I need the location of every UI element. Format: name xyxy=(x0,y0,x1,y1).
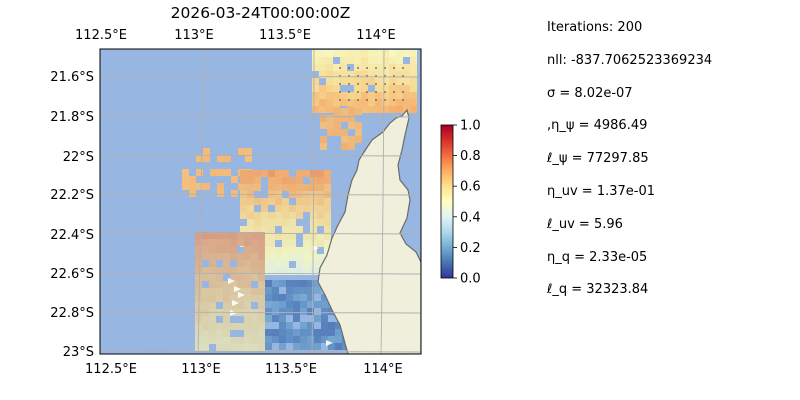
lat-tick-label: 22.8°S xyxy=(50,306,94,321)
lat-tick-label: 23°S xyxy=(63,345,94,360)
lat-tick-label: 22.4°S xyxy=(50,228,94,243)
stat-line: σ = 8.02e-07 xyxy=(547,85,633,101)
colorbar-tick-label: 0.8 xyxy=(460,149,481,164)
stat-line: ,η_ψ = 4986.49 xyxy=(547,118,648,134)
stat-line: η_uv = 1.37e-01 xyxy=(547,183,656,199)
stat-line: nll: -837.7062523369234 xyxy=(547,52,713,68)
stat-line: ℓ_ψ = 77297.85 xyxy=(547,151,649,167)
gridlines xyxy=(100,49,421,354)
lon-tick-label-top: 113°E xyxy=(174,28,214,43)
stats-panel: Iterations: 200 nll: -837.7062523369234 σ … xyxy=(547,19,712,314)
lat-ticks: 21.6°S 21.8°S 22°S 22.2°S 22.4°S 22.6°S 22.8°S… xyxy=(50,70,94,360)
lon-tick-label-bottom: 114°E xyxy=(363,362,403,377)
map-title: 2026-03-24T00:00:00Z xyxy=(170,4,351,22)
colorbar-gradient xyxy=(440,124,454,279)
stat-line: ℓ_q = 32323.84 xyxy=(547,282,649,298)
lat-tick-label: 21.6°S xyxy=(50,70,94,85)
lon-tick-label-top: 112.5°E xyxy=(75,28,127,43)
lon-tick-label-top: 113.5°E xyxy=(259,28,311,43)
lon-tick-label-bottom: 112.5°E xyxy=(85,362,137,377)
lat-tick-label: 22.2°S xyxy=(50,188,94,203)
lon-ticks-bottom: 112.5°E 113°E 113.5°E 114°E xyxy=(85,362,403,377)
wind-arrows xyxy=(228,67,404,346)
colorbar-tick-label: 0.6 xyxy=(460,180,481,195)
stat-line: η_q = 2.33e-05 xyxy=(547,249,648,265)
lon-tick-label-bottom: 113.5°E xyxy=(265,362,317,377)
colorbar-tick-label: 0.4 xyxy=(460,210,481,225)
map-frame xyxy=(99,48,422,355)
land-coastline xyxy=(317,108,421,354)
colorbar-tick-label: 0.0 xyxy=(460,272,481,287)
lat-tick-label: 21.8°S xyxy=(50,110,94,125)
stat-line: ℓ_uv = 5.96 xyxy=(547,216,623,232)
colorbar: 0.0 0.2 0.4 0.6 0.8 1.0 xyxy=(440,119,481,287)
stat-line: Iterations: 200 xyxy=(547,20,643,35)
lon-tick-label-top: 114°E xyxy=(356,28,396,43)
lon-tick-label-bottom: 113°E xyxy=(181,362,221,377)
colorbar-tick-label: 1.0 xyxy=(460,119,481,134)
lon-ticks-top: 112.5°E 113°E 113.5°E 114°E xyxy=(75,28,396,43)
lat-tick-label: 22.6°S xyxy=(50,267,94,282)
lat-tick-label: 22°S xyxy=(63,150,94,165)
colorbar-tick-label: 0.2 xyxy=(460,241,481,256)
